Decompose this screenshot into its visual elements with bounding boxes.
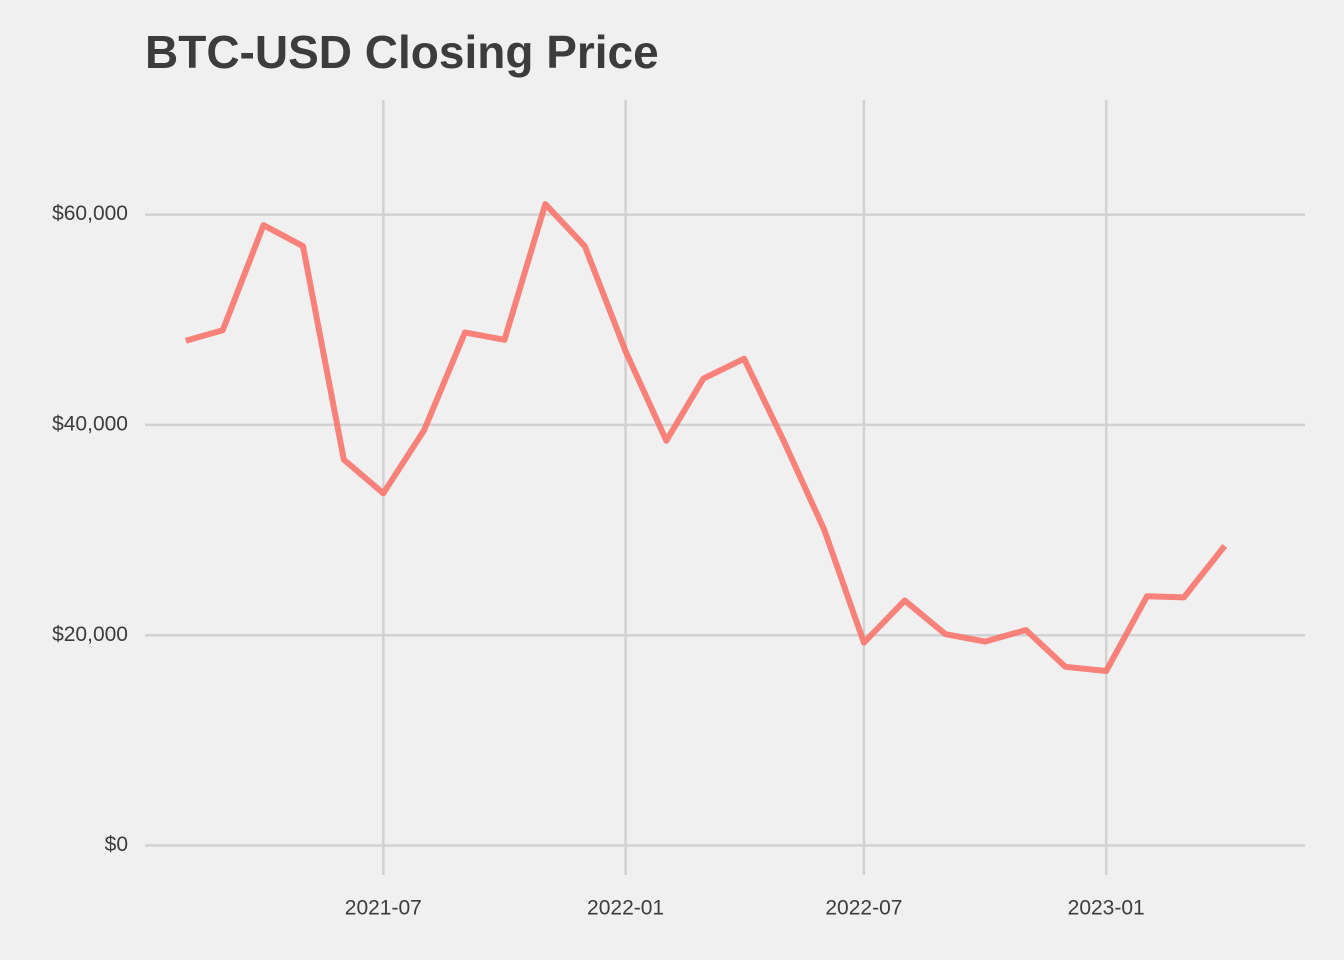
x-tick-label: 2022-07 xyxy=(825,897,902,920)
y-tick-label: $20,000 xyxy=(52,623,128,646)
x-tick-label: 2023-01 xyxy=(1068,897,1145,920)
x-tick-label: 2022-01 xyxy=(587,897,664,920)
y-tick-label: $0 xyxy=(105,833,128,856)
chart-title: BTC-USD Closing Price xyxy=(145,26,659,78)
x-tick-label: 2021-07 xyxy=(345,897,422,920)
price-line xyxy=(184,201,1228,674)
y-tick-label: $60,000 xyxy=(52,202,128,225)
y-tick-label: $40,000 xyxy=(52,412,128,435)
